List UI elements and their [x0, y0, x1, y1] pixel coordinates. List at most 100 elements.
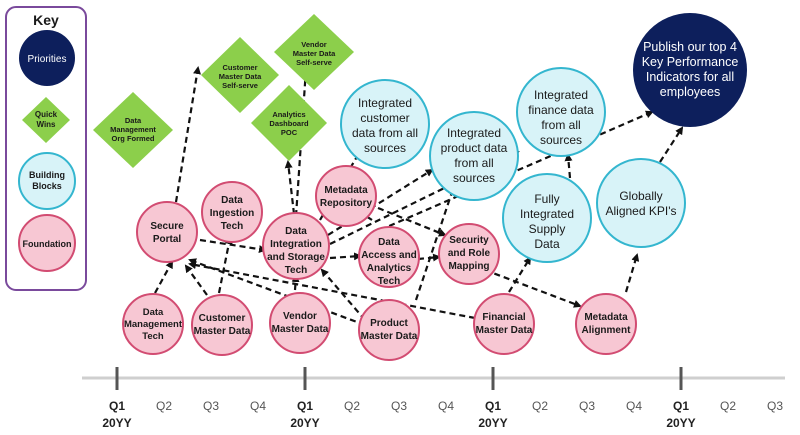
foundation-circle	[315, 165, 377, 227]
foundation-vendor-master: Vendor Master Data	[269, 292, 331, 354]
quickwin-diamond	[201, 37, 279, 113]
prodmaster-line1: Product	[370, 318, 408, 329]
foundation-circle	[473, 293, 535, 355]
building-supply-data: Fully Integrated Supply Data	[502, 173, 592, 263]
timeline-year-label: 20YY	[290, 416, 319, 430]
dmtech-line2: Management	[124, 319, 183, 330]
arrow-dmtech-portal	[154, 260, 173, 294]
timeline-quarter-label: Q1	[109, 399, 125, 413]
security-line3: Mapping	[448, 261, 489, 272]
intfin-line3: from all	[541, 118, 580, 132]
integ-line3: and Storage	[267, 252, 325, 263]
quickwin-vendor-line2: Master Data	[293, 49, 336, 58]
intprod-line2: product data	[441, 141, 508, 155]
publish-line2: Key Performance	[642, 55, 739, 69]
timeline-quarter-label: Q2	[532, 399, 548, 413]
security-line2: and Role	[448, 248, 491, 259]
supply-line4: Data	[534, 237, 560, 251]
custmaster-line2: Master Data	[194, 326, 251, 337]
timeline-quarter-label: Q4	[250, 399, 266, 413]
arrow-metadata-kpi	[624, 253, 640, 293]
key-quickwin-swatch	[22, 97, 70, 143]
priority-publish-kpi: Publish our top 4 Key Performance Indica…	[633, 13, 747, 127]
access-line2: Access and	[361, 250, 417, 261]
kpi-line2: Aligned KPI's	[606, 204, 677, 218]
key-building-label-1: Building	[29, 170, 65, 180]
access-line3: Analytics	[367, 263, 412, 274]
arrow-security-metadata	[484, 268, 582, 308]
quickwin-dm-org-line3: Org Formed	[112, 134, 155, 143]
supply-line1: Fully	[534, 192, 559, 206]
prodmaster-line2: Master Data	[361, 331, 418, 342]
timeline-quarter-label: Q4	[626, 399, 642, 413]
foundation-security-role: Security and Role Mapping	[438, 223, 500, 285]
timeline-quarter-label: Q1	[297, 399, 313, 413]
building-circle	[429, 111, 519, 201]
intcust-line3: data from all	[352, 126, 418, 140]
key-quickwin-label-2: Wins	[36, 120, 56, 129]
supply-line3: Supply	[529, 222, 566, 236]
intprod-line1: Integrated	[447, 126, 501, 140]
building-circle	[516, 67, 606, 157]
arrows	[154, 66, 684, 327]
key-quickwin-label-1: Quick	[35, 110, 58, 119]
arrow-metarepo-security	[377, 206, 447, 237]
timeline-quarter-label: Q3	[579, 399, 595, 413]
publish-line4: employees	[660, 85, 720, 99]
kpi-line1: Globally	[619, 189, 662, 203]
timeline-quarter-label: Q1	[673, 399, 689, 413]
foundation-data-integration: Data Integration and Storage Tech	[262, 212, 330, 280]
quickwin-diamond	[93, 92, 173, 168]
foundation-circle	[136, 201, 198, 263]
portal-line1: Secure	[150, 221, 184, 232]
arrow-financial-supply	[508, 256, 532, 293]
custmaster-line1: Customer	[199, 313, 246, 324]
building-integrated-finance: Integrated finance data from all sources	[516, 67, 606, 157]
quickwin-cust-line2: Master Data	[219, 72, 262, 81]
foundation-circle	[262, 212, 330, 280]
quickwin-dm-org: Data Management Org Formed	[93, 92, 173, 168]
finmaster-line2: Master Data	[476, 325, 533, 336]
intprod-line4: sources	[453, 171, 495, 185]
intprod-line3: from all	[454, 156, 493, 170]
metarepo-line2: Repository	[320, 198, 373, 209]
timeline-quarter-label: Q2	[156, 399, 172, 413]
quickwin-analytics-line3: POC	[281, 128, 298, 137]
foundation-data-access: Data Access and Analytics Tech	[358, 226, 420, 288]
key-panel: Key Priorities Quick Wins Building Block…	[5, 6, 87, 291]
vendmaster-line2: Master Data	[272, 324, 329, 335]
dmtech-line1: Data	[143, 307, 164, 318]
key-item-priorities: Priorities	[19, 30, 75, 86]
foundation-circle	[358, 226, 420, 288]
timeline-quarter-label: Q4	[438, 399, 454, 413]
arrow-product-portal	[188, 258, 366, 327]
intcust-line4: sources	[364, 141, 406, 155]
foundation-secure-portal: Secure Portal	[136, 201, 198, 263]
key-building-label-2: Blocks	[32, 181, 62, 191]
arrow-financial-portal	[188, 261, 476, 320]
foundation-circle	[191, 294, 253, 356]
timeline-year-label: 20YY	[102, 416, 131, 430]
building-circle	[340, 79, 430, 169]
arrow-integration-analytics	[284, 160, 296, 215]
quickwin-vendor-selfserve: Vendor Master Data Self-serve	[274, 14, 354, 90]
quickwin-cust-line1: Customer	[222, 63, 257, 72]
integ-line2: Integration	[270, 239, 322, 250]
ingest-line1: Data	[221, 195, 243, 206]
quickwin-analytics-poc: Analytics Dashboard POC	[251, 85, 327, 161]
arrow-integration-access	[329, 252, 362, 261]
integ-line4: Tech	[285, 265, 308, 276]
key-item-quickwins: Quick Wins	[22, 97, 70, 143]
timeline-quarter-label: Q3	[391, 399, 407, 413]
finmaster-line1: Financial	[482, 312, 526, 323]
supply-line2: Integrated	[520, 207, 574, 221]
arrow-access-security	[417, 253, 441, 262]
key-item-building: Building Blocks	[18, 152, 76, 210]
arrow-product-integration	[320, 268, 366, 321]
building-circle	[502, 173, 592, 263]
building-integrated-product: Integrated product data from all sources	[429, 111, 519, 201]
key-building-swatch	[18, 152, 76, 210]
publish-line3: Indicators for all	[646, 70, 734, 84]
